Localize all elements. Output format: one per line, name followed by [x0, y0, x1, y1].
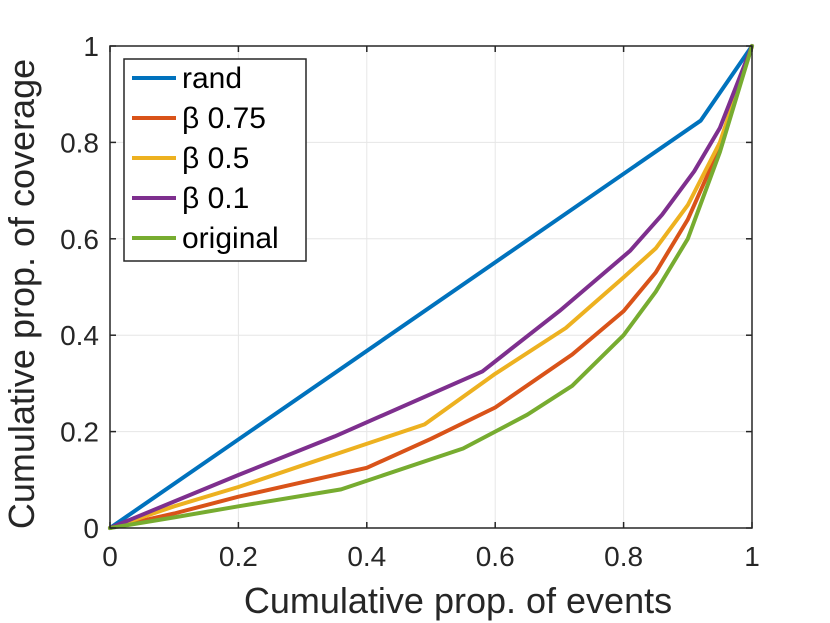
series-line-3 [108, 44, 754, 530]
x-axis-ticks: 0 0.2 0.4 0.6 0.8 1 [102, 46, 760, 572]
legend-label-0: rand [182, 62, 242, 95]
x-axis-label: Cumulative prop. of events [244, 580, 672, 621]
series-line-2 [108, 44, 754, 530]
y-axis-ticks: 0 0.2 0.4 0.6 0.8 1 [60, 31, 752, 544]
series-line-0 [108, 44, 754, 530]
y-tick-label: 1 [83, 31, 99, 62]
x-tick-label: 0.8 [604, 541, 643, 572]
axes-box [109, 45, 753, 529]
x-tick-label: 1 [744, 541, 760, 572]
x-tick-label: 0.2 [219, 541, 258, 572]
y-tick-label: 0.4 [60, 320, 99, 351]
series-layer [108, 44, 754, 530]
x-tick-label: 0.4 [347, 541, 386, 572]
y-tick-label: 0.8 [60, 127, 99, 158]
legend: rand β 0.75 β 0.5 β 0.1 original [123, 58, 307, 262]
y-tick-label: 0.2 [60, 417, 99, 448]
x-tick-label: 0 [102, 541, 118, 572]
y-axis-label: Cumulative prop. of coverage [1, 59, 42, 529]
legend-label-3: β 0.1 [182, 182, 249, 215]
series-line-1 [108, 44, 754, 530]
y-tick-label: 0 [83, 513, 99, 544]
legend-label-4: original [182, 222, 279, 255]
x-tick-label: 0.6 [476, 541, 515, 572]
series-line-4 [108, 44, 754, 530]
legend-label-2: β 0.5 [182, 142, 249, 175]
y-tick-label: 0.6 [60, 224, 99, 255]
legend-label-1: β 0.75 [182, 102, 266, 135]
